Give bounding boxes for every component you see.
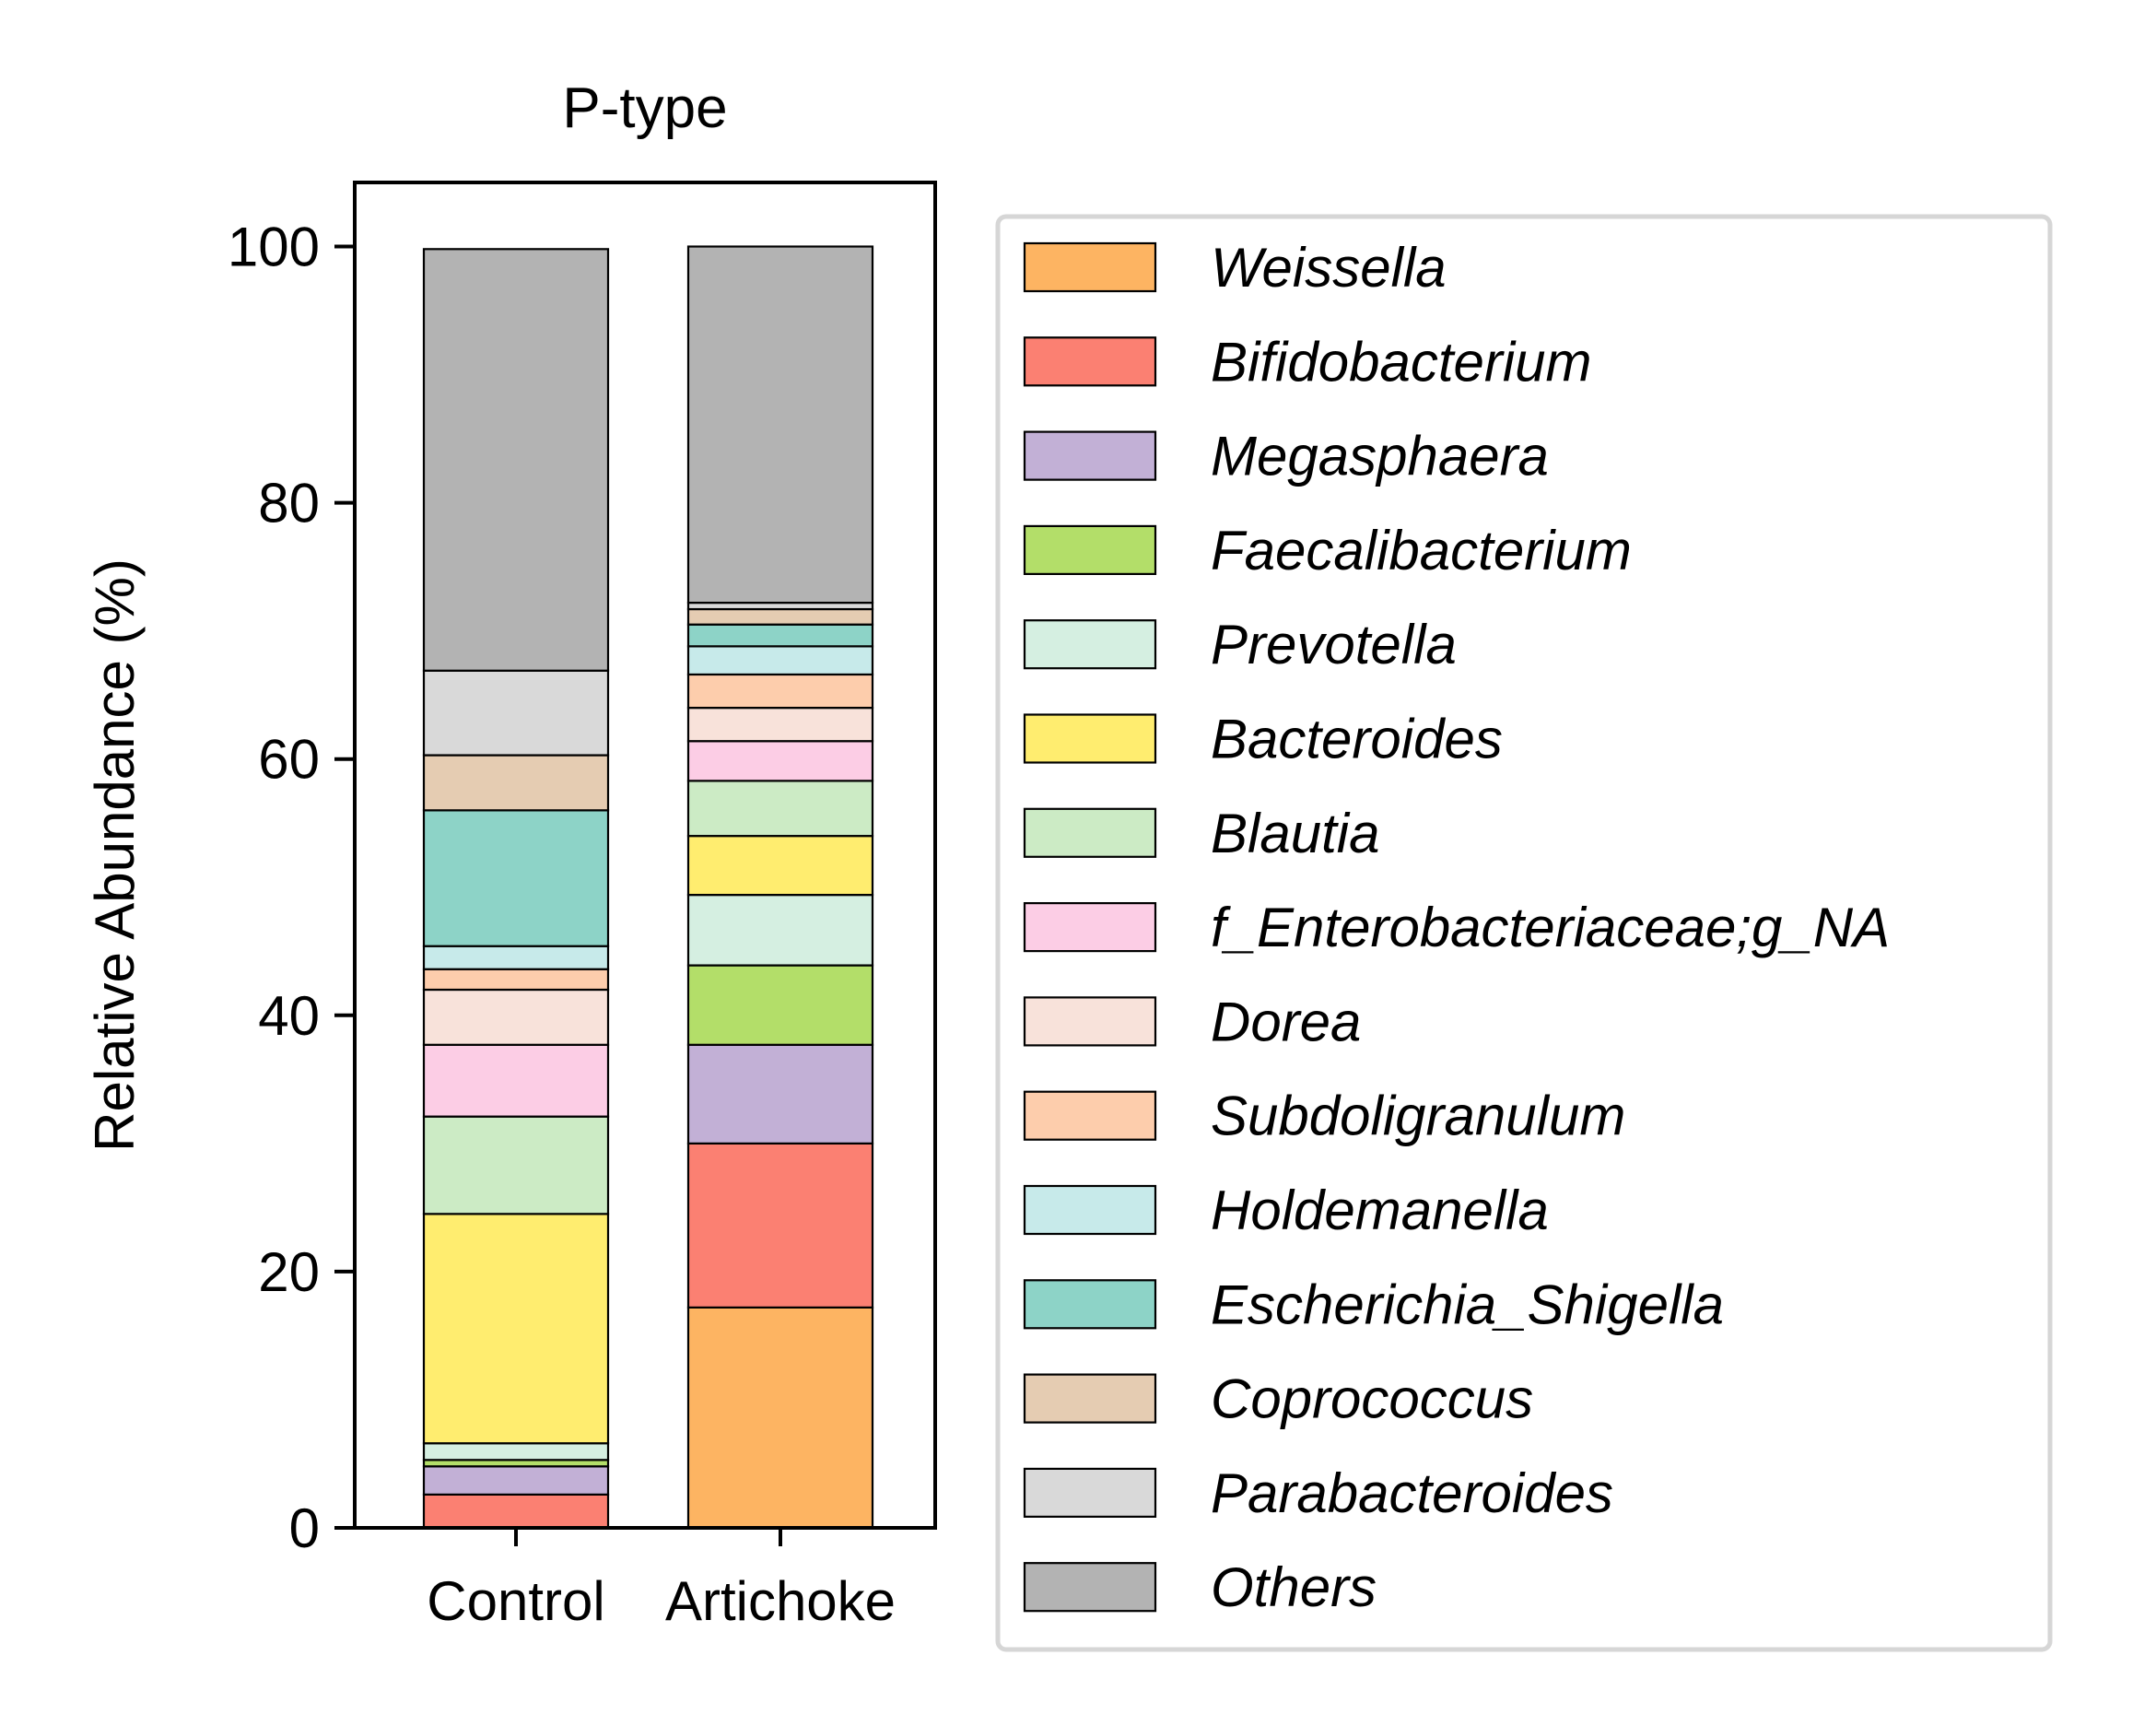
legend-label-holdemanella: Holdemanella [1211,1180,1549,1241]
bar-segment-artichoke-blautia [686,780,874,838]
legend-swatch-parabacteroides [1023,1467,1157,1519]
y-axis: 0 20 40 60 80 100 [228,217,355,1559]
bar-segment-control-parabacteroides [422,669,610,757]
x-axis: Control Artichoke [427,1528,896,1632]
legend-label-weissella: Weissella [1211,237,1447,299]
legend-swatch-weissella [1023,241,1157,293]
bar-segment-artichoke-holdemanella [686,645,874,676]
legend-label-dorea: Dorea [1211,991,1361,1052]
bar-segment-artichoke-dorea [686,706,874,743]
bar-segment-control-subdoligranulum [422,968,610,992]
bar-segment-artichoke-escherichia-shigella [686,623,874,648]
legend-label-bifidobacterium: Bifidobacterium [1211,331,1592,393]
plot-frame [353,181,937,1530]
legend-label-parabacteroides: Parabacteroides [1211,1462,1613,1524]
bar-segment-artichoke-subdoligranulum [686,673,874,710]
bar-segment-control-others [422,248,610,672]
bar-segment-artichoke-weissella [686,1306,874,1530]
legend-label-coprococcus: Coprococcus [1211,1368,1533,1430]
bar-segment-control-holdemanella [422,945,610,970]
bar-segment-control-f-enterobacteriaceae-g-na [422,1043,610,1118]
legend-swatch-faecalibacterium [1023,524,1157,576]
x-tick-label: Control [427,1570,604,1632]
bar-segment-control-coprococcus [422,754,610,812]
y-tick-label: 0 [289,1497,320,1559]
bar-segment-control-blautia [422,1115,610,1215]
legend-swatch-bifidobacterium [1023,336,1157,387]
legend-swatch-dorea [1023,996,1157,1047]
y-tick-label: 100 [228,217,320,278]
y-tick-label: 40 [258,985,320,1047]
legend-label-subdoligranulum: Subdoligranulum [1211,1086,1625,1147]
legend-label-faecalibacterium: Faecalibacterium [1211,520,1632,581]
y-tick-label: 80 [258,473,320,534]
legend-swatch-coprococcus [1023,1373,1157,1424]
bar-segment-artichoke-coprococcus [686,607,874,626]
legend-swatch-prevotella [1023,619,1157,670]
legend-swatch-others [1023,1562,1157,1613]
bar-segment-artichoke-f-enterobacteriaceae-g-na [686,740,874,782]
legend-label-blautia: Blautia [1211,803,1379,864]
legend-swatch-bacteroides [1023,713,1157,764]
chart-title: P-type [562,76,727,140]
bar-segment-control-dorea [422,988,610,1046]
bar-segment-control-bacteroides [422,1213,610,1445]
y-tick-label: 60 [258,729,320,791]
legend-label-megasphaera: Megasphaera [1211,426,1549,487]
bar-segment-control-escherichia-shigella [422,809,610,947]
legend-swatch-holdemanella [1023,1184,1157,1236]
bar-segment-artichoke-megasphaera [686,1043,874,1145]
bar-segment-artichoke-bifidobacterium [686,1142,874,1309]
legend-swatch-f-enterobacteriaceae-g-na [1023,901,1157,953]
legend-label-prevotella: Prevotella [1211,614,1457,675]
bar-segment-control-prevotella [422,1442,610,1462]
legend: Weissella Bifidobacterium Megasphaera Faeca… [995,214,2053,1652]
x-tick-label: Artichoke [665,1570,896,1632]
legend-swatch-megasphaera [1023,430,1157,481]
bars-group [422,245,874,1530]
legend-label-bacteroides: Bacteroides [1211,709,1503,770]
bar-segment-control-bifidobacterium [422,1493,610,1530]
legend-label-escherichia-shigella: Escherichia_Shigella [1211,1274,1724,1335]
legend-frame [995,214,2053,1652]
legend-swatch-blautia [1023,807,1157,858]
legend-swatch-escherichia-shigella [1023,1279,1157,1330]
bar-segment-control-megasphaera [422,1465,610,1496]
bar-segment-artichoke-others [686,245,874,605]
legend-label-others: Others [1211,1556,1377,1618]
legend-swatch-subdoligranulum [1023,1090,1157,1141]
legend-label-f-enterobacteriaceae-g-na: f_Enterobacteriaceae;g_NA [1211,897,1890,958]
bar-segment-artichoke-faecalibacterium [686,964,874,1046]
y-tick-label: 20 [258,1241,320,1303]
y-axis-title: Relative Abundance (%) [84,558,146,1152]
bar-segment-artichoke-bacteroides [686,835,874,897]
bar-segment-artichoke-prevotella [686,894,874,967]
